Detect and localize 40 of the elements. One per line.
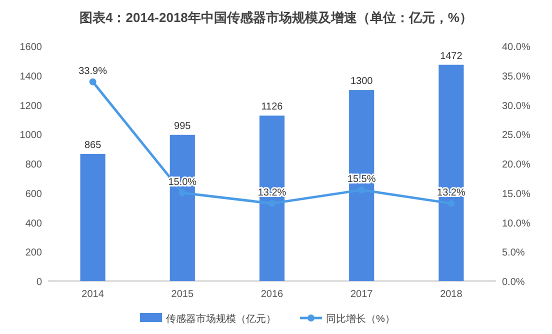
y2-tick-label: 5.0% [502, 248, 525, 259]
bar [438, 64, 464, 281]
y-tick-label: 600 [25, 188, 42, 200]
y-tick-label: 1400 [20, 71, 42, 82]
bar [349, 90, 374, 281]
y-tick-label: 800 [25, 160, 42, 170]
legend-label: 同比增长（%） [326, 313, 395, 325]
y-tick-label: 400 [25, 218, 42, 230]
legend-label: 传感器市场规模（亿元） [166, 313, 276, 325]
y-tick-label: 1600 [20, 42, 42, 53]
legend-传感器市场规模（亿元）: 传感器市场规模（亿元） [140, 313, 276, 325]
x-tick-label: 2014 [82, 289, 104, 300]
point [89, 78, 96, 86]
y-tick-label: 1200 [20, 100, 42, 112]
y2-tick-label: 10.0% [502, 218, 530, 230]
y-tick-label: 0 [36, 277, 42, 288]
y2-tick-label: 30.0% [502, 100, 530, 112]
y2-tick-label: 15.0% [502, 188, 530, 200]
data-label: 1126 [261, 102, 284, 113]
data-label: 33.9% [78, 66, 108, 77]
x-tick-label: 2017 [350, 289, 374, 300]
bar [80, 154, 106, 281]
data-label: 1472 [440, 50, 463, 62]
data-label: 1300 [350, 76, 374, 88]
y-tick-label: 200 [25, 248, 42, 259]
x-tick-label: 2016 [260, 289, 284, 300]
data-label: 995 [174, 120, 192, 132]
data-label: 865 [84, 140, 102, 151]
y2-tick-label: 35.0% [502, 71, 530, 82]
chart-title: 图表4：2014-2018年中国传感器市场规模及增速（单位：亿元，%） [80, 10, 472, 25]
y2-tick-label: 0.0% [502, 277, 525, 288]
bar [170, 134, 195, 281]
x-tick-label: 2015 [171, 289, 194, 300]
y2-tick-label: 25.0% [502, 130, 530, 142]
bar [259, 116, 285, 281]
y2-tick-label: 20.0% [502, 160, 530, 170]
legend-同比增长（%）: 同比增长（%） [300, 314, 395, 325]
y-tick-label: 1000 [20, 130, 42, 142]
x-tick-label: 2018 [440, 289, 463, 300]
y2-tick-label: 40.0% [502, 42, 530, 53]
